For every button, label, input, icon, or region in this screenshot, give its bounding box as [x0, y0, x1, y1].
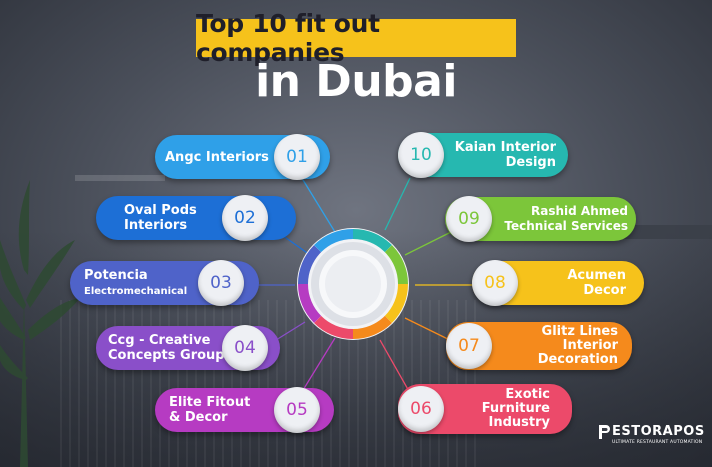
company-name-07-line3: Decoration	[537, 352, 618, 367]
company-name-09-line2: Technical Services	[504, 219, 628, 233]
number-badge-01: 01	[274, 134, 320, 180]
brand-tagline: ULTIMATE RESTAURANT AUTOMATION	[612, 440, 703, 445]
company-name-03-line1: Potencia	[84, 267, 148, 283]
company-name-04-line1: Ccg - Creative	[108, 333, 211, 348]
company-name-08-line1: Acumen	[567, 268, 626, 283]
company-name-04-line2: Concepts Group	[108, 348, 225, 363]
number-badge-08: 08	[472, 260, 518, 306]
number-badge-09: 09	[446, 196, 492, 242]
number-badge-02: 02	[222, 195, 268, 241]
number-badge-07: 07	[446, 323, 492, 369]
company-name-02-line2: Interiors	[124, 218, 188, 233]
company-name-05-line2: & Decor	[169, 410, 228, 425]
plant-illustration	[0, 180, 80, 467]
company-name-08-line2: Decor	[583, 283, 626, 298]
background-shelf	[75, 175, 165, 181]
company-name-10-line2: Design	[505, 155, 556, 170]
company-name-03-line2: Electromechanical	[84, 285, 188, 297]
company-name-06-line2: Furniture	[481, 401, 550, 416]
title-line-1: Top 10 fit out companies	[196, 9, 516, 67]
company-name-06-line3: Industry	[488, 415, 551, 430]
company-name-07-line1: Glitz Lines	[541, 324, 618, 339]
number-badge-03: 03	[198, 260, 244, 306]
company-name-01: Angc Interiors	[165, 149, 269, 165]
pestorapos-logo: ESTORAPOS ULTIMATE RESTAURANT AUTOMATION	[598, 422, 704, 448]
pestorapos-logo-icon	[599, 425, 610, 439]
company-name-07-line2: Interior	[562, 338, 618, 353]
company-name-09-line1: Rashid Ahmed	[531, 204, 628, 218]
number-badge-05: 05	[274, 387, 320, 433]
brand-name: ESTORAPOS	[612, 424, 705, 439]
company-name-06-line1: Exotic	[505, 387, 550, 402]
number-badge-10: 10	[398, 132, 444, 178]
company-name-02-line1: Oval Pods	[124, 203, 197, 218]
title-line-2: in Dubai	[255, 56, 457, 107]
number-badge-06: 06	[398, 386, 444, 432]
number-badge-04: 04	[222, 325, 268, 371]
company-name-10-line1: Kaian Interior	[454, 140, 556, 155]
company-name-05-line1: Elite Fitout	[169, 395, 251, 410]
center-hub-ring	[297, 228, 409, 340]
